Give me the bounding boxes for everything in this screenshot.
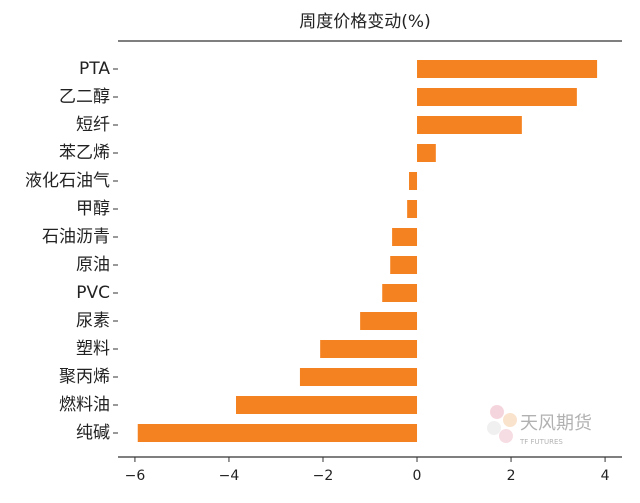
x-tick-label: 0	[413, 468, 422, 484]
x-tick-label: −6	[125, 468, 146, 484]
watermark-petal	[487, 421, 501, 435]
watermark-text: 天风期货	[520, 413, 592, 434]
watermark-petal	[490, 405, 504, 419]
watermark: 天风期货 TF FUTURES	[487, 405, 592, 446]
y-tick-label: 短纤	[76, 115, 110, 135]
y-tick-label: 聚丙烯	[59, 367, 110, 387]
y-tick-label: PVC	[76, 283, 110, 303]
y-tick-label: 苯乙烯	[59, 143, 110, 163]
bar	[417, 88, 577, 106]
y-tick-label: 燃料油	[59, 395, 110, 415]
x-tick-label: −2	[313, 468, 334, 484]
bar	[417, 116, 522, 134]
bar	[360, 312, 418, 330]
watermark-petal	[503, 413, 517, 427]
y-tick-label: 石油沥青	[42, 227, 110, 247]
x-tick-label: 2	[507, 468, 516, 484]
watermark-petal	[499, 429, 513, 443]
bar	[320, 340, 418, 358]
bar	[392, 228, 418, 246]
bar	[417, 144, 436, 162]
x-tick-label: 4	[601, 468, 610, 484]
chart-title: 周度价格变动(%)	[299, 12, 430, 32]
y-tick-label: 纯碱	[76, 423, 110, 443]
y-tick-label: PTA	[79, 59, 110, 79]
bar	[236, 396, 418, 414]
y-tick-label: 甲醇	[76, 199, 110, 219]
y-tick-label: 塑料	[76, 339, 110, 359]
bar	[299, 368, 418, 386]
watermark-subtext: TF FUTURES	[519, 438, 563, 446]
bar	[390, 256, 418, 274]
y-tick-label: 乙二醇	[59, 87, 110, 107]
bar	[407, 200, 418, 218]
y-tick-label: 尿素	[76, 311, 110, 331]
bar	[417, 60, 598, 78]
bar	[382, 284, 418, 302]
y-tick-label: 液化石油气	[25, 171, 110, 191]
x-tick-label: −4	[219, 468, 240, 484]
bar	[137, 424, 418, 442]
y-tick-label: 原油	[76, 255, 110, 275]
bar	[409, 172, 418, 190]
